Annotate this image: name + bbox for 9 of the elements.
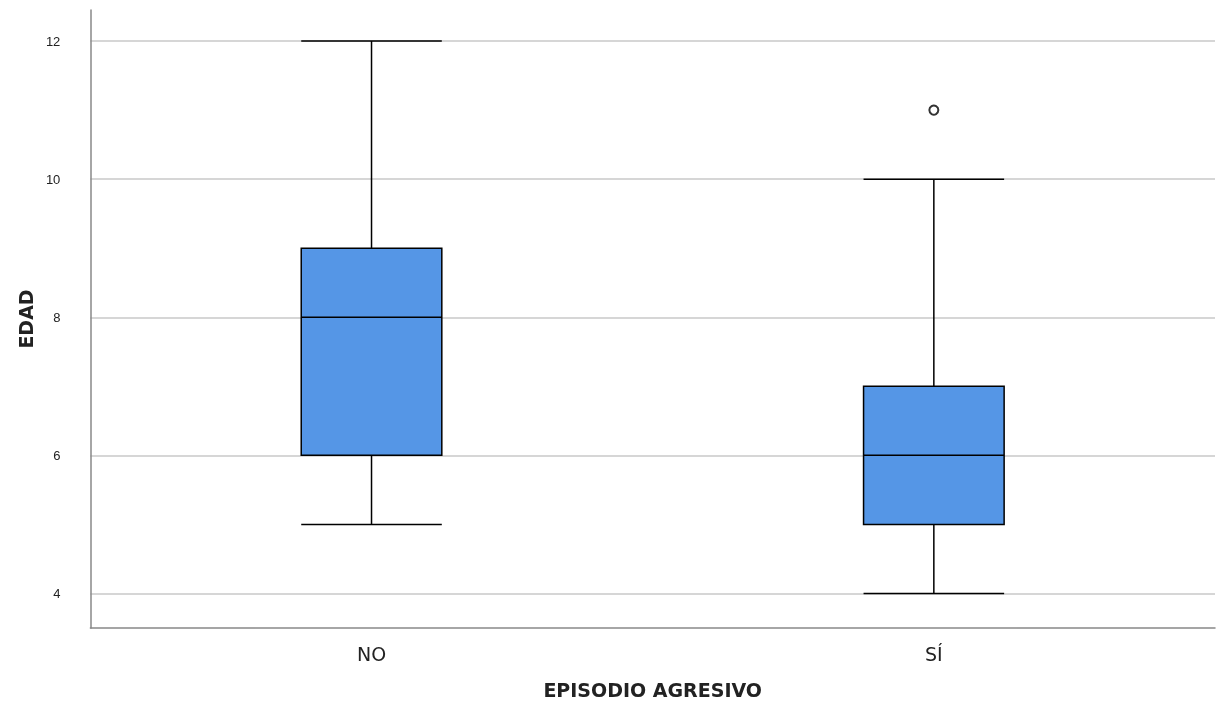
x-tick-label: NO <box>356 642 387 665</box>
y-axis-title: EDAD <box>14 289 37 349</box>
x-tick-label: SÍ <box>925 642 944 665</box>
y-tick-label: 10 <box>45 171 61 187</box>
x-axis-title: EPISODIO AGRESIVO <box>543 678 762 701</box>
y-tick-label: 4 <box>53 585 61 601</box>
y-tick-label: 6 <box>53 447 61 463</box>
y-tick-label: 12 <box>45 33 61 49</box>
y-tick-label: 8 <box>53 309 61 325</box>
